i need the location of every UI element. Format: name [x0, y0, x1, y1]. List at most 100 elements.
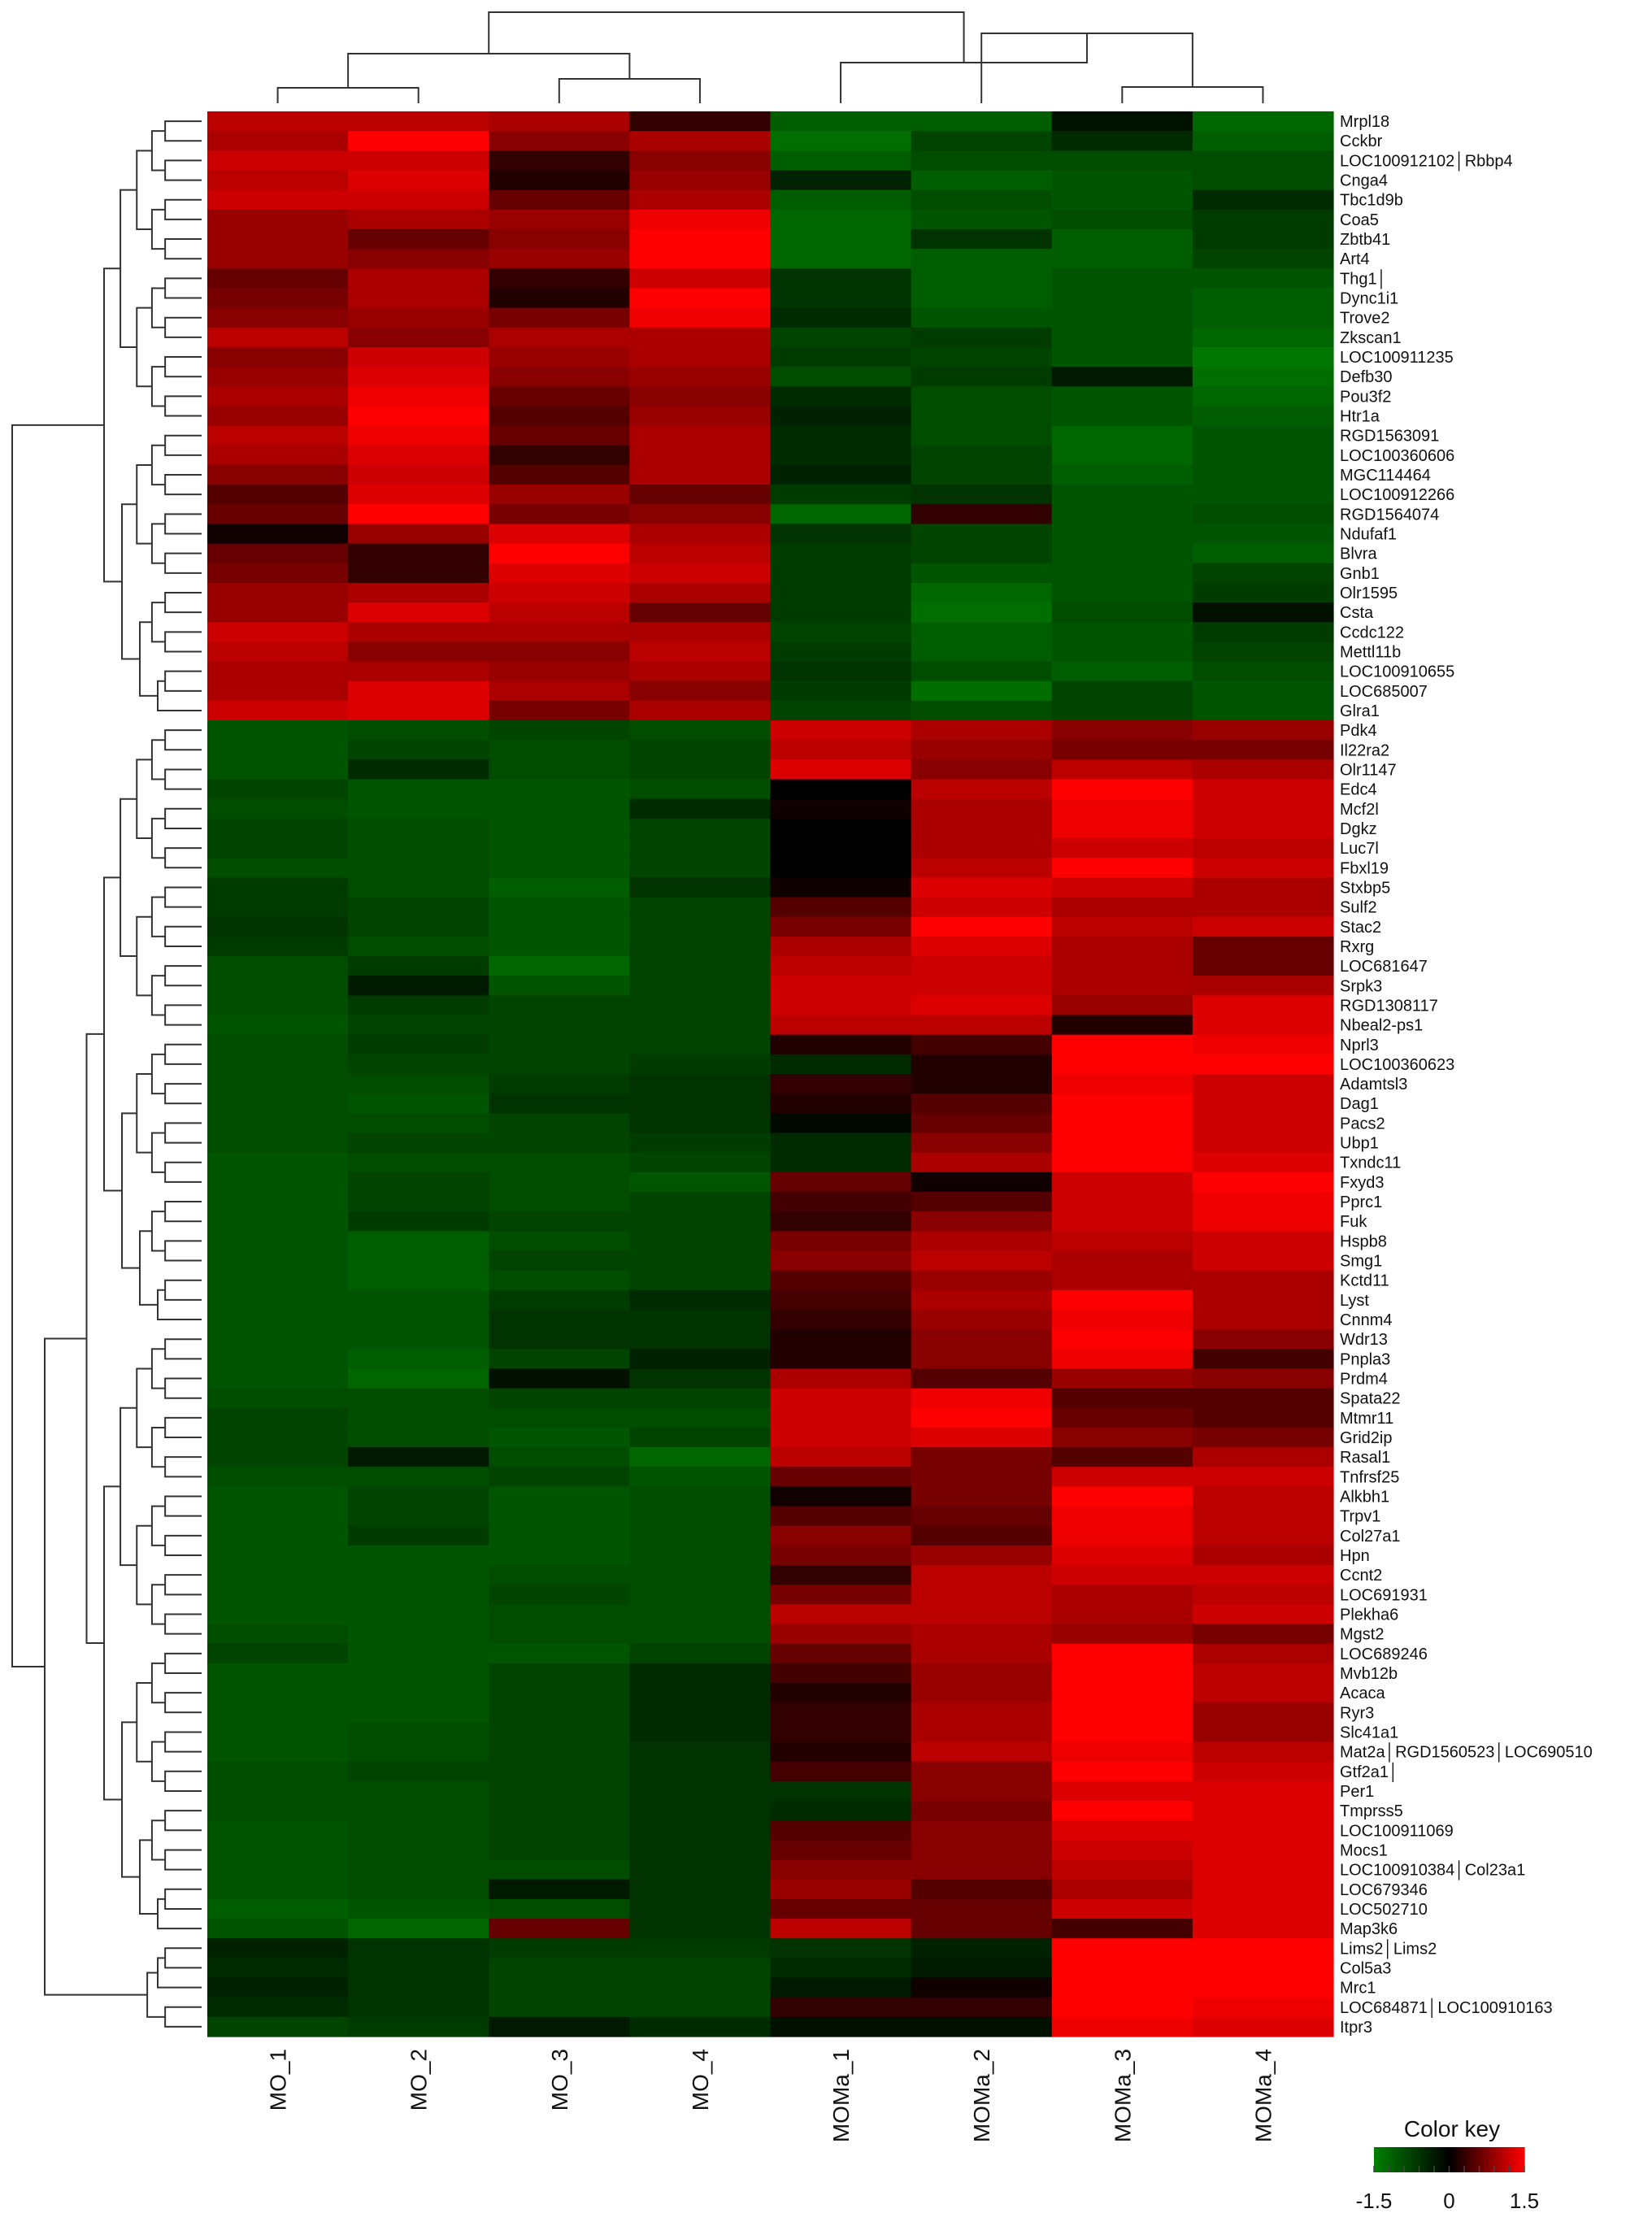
heatmap-cell: [348, 1938, 489, 1959]
heatmap-cell: [911, 838, 1053, 859]
heatmap-cell: [629, 1820, 772, 1841]
heatmap-cell: [1051, 1643, 1193, 1664]
heatmap-cell: [348, 1407, 489, 1428]
heatmap-cell: [489, 1427, 630, 1448]
heatmap-cell: [770, 976, 912, 996]
gene-label: LOC100911069: [1340, 1822, 1454, 1840]
heatmap-cell: [911, 602, 1053, 623]
heatmap-cell: [1051, 1898, 1193, 1919]
gene-label: Pacs2: [1340, 1115, 1385, 1133]
dendrogram-branch: [103, 267, 122, 583]
heatmap-cell: [1192, 1506, 1334, 1527]
heatmap-cell: [1051, 995, 1193, 1016]
heatmap-cell: [911, 524, 1053, 545]
heatmap-cell: [911, 111, 1053, 132]
heatmap-cell: [911, 1919, 1053, 1939]
heatmap-cell: [1051, 779, 1193, 800]
heatmap-cell: [348, 838, 489, 859]
color-key-swatch: [1439, 2147, 1442, 2172]
gene-label: Pprc1: [1340, 1193, 1382, 1211]
heatmap-cell: [629, 1015, 772, 1036]
gene-label: Olr1595: [1340, 585, 1398, 602]
heatmap-cell: [911, 1270, 1053, 1291]
heatmap-cell: [489, 1309, 630, 1330]
dendrogram-branch: [164, 1377, 202, 1399]
heatmap-cell: [629, 1977, 772, 1998]
heatmap-cell: [911, 1467, 1053, 1488]
heatmap-cell: [1051, 1624, 1193, 1645]
heatmap-cell: [489, 622, 630, 642]
heatmap-cell: [489, 1349, 630, 1370]
heatmap-cell: [489, 327, 630, 348]
heatmap-cell: [207, 1309, 349, 1330]
heatmap-cell: [207, 386, 349, 407]
heatmap-cell: [1051, 425, 1193, 446]
dendrogram-branch: [164, 1692, 202, 1714]
heatmap-cell: [207, 1938, 349, 1959]
heatmap-cell: [489, 288, 630, 309]
heatmap-cell: [348, 1054, 489, 1075]
dendrogram-branch: [164, 1888, 202, 1910]
heatmap-cell: [1192, 1859, 1334, 1880]
heatmap-cell: [1192, 1977, 1334, 1998]
heatmap-cell: [911, 622, 1053, 642]
gene-label: Txndc11: [1340, 1154, 1401, 1172]
gene-label: Dgkz: [1340, 820, 1377, 838]
dendrogram-branch: [103, 876, 122, 1192]
heatmap-cell: [911, 1093, 1053, 1114]
heatmap-cell: [348, 406, 489, 427]
heatmap-cell: [770, 1289, 912, 1311]
heatmap-cell: [629, 1702, 772, 1723]
heatmap-cell: [489, 1585, 630, 1605]
heatmap-cell: [348, 1977, 489, 1998]
heatmap-cell: [207, 995, 349, 1016]
heatmap-cell: [207, 1840, 349, 1861]
heatmap-cell: [207, 1093, 349, 1114]
heatmap-cell: [207, 1722, 349, 1743]
heatmap-cell: [1192, 1093, 1334, 1114]
heatmap-cell: [348, 1034, 489, 1055]
heatmap-cell: [207, 602, 349, 623]
heatmap-cell: [911, 1722, 1053, 1743]
heatmap-cell: [1192, 425, 1334, 446]
gene-label: Lims2│Lims2: [1340, 1938, 1437, 1959]
heatmap-cell: [207, 622, 349, 642]
heatmap-cell: [1192, 720, 1334, 741]
heatmap-cell: [489, 1231, 630, 1252]
heatmap-cell: [1192, 563, 1334, 584]
heatmap-cell: [348, 1486, 489, 1507]
dendrogram-branch: [139, 1839, 158, 1915]
gene-label: Mat2a│RGD1560523│LOC690510: [1340, 1742, 1593, 1763]
sample-label: MO_3: [547, 2049, 572, 2111]
gene-label: LOC689246: [1340, 1646, 1428, 1663]
heatmap-cell: [1051, 150, 1193, 172]
heatmap-cell: [629, 1191, 772, 1212]
gene-label: Mrpl18: [1340, 113, 1389, 131]
heatmap-cell: [1192, 1683, 1334, 1703]
heatmap-cell: [1051, 563, 1193, 584]
heatmap-cell: [911, 1683, 1053, 1703]
gene-label: Rasal1: [1340, 1449, 1390, 1467]
heatmap-cell: [1051, 1289, 1193, 1311]
heatmap-cell: [1192, 1113, 1334, 1134]
heatmap-cell: [489, 1074, 630, 1094]
gene-label: Hspb8: [1340, 1233, 1387, 1250]
heatmap-cell: [1192, 170, 1334, 191]
heatmap-cell: [207, 1643, 349, 1664]
heatmap-cell: [770, 1329, 912, 1350]
heatmap-cell: [911, 1152, 1053, 1173]
heatmap-cell: [1051, 1309, 1193, 1330]
dendrogram-branch: [85, 1033, 104, 1644]
dendrogram-branch: [164, 1731, 202, 1753]
heatmap-cell: [1192, 1919, 1334, 1939]
heatmap-cell: [1192, 1663, 1334, 1684]
heatmap-cell: [911, 720, 1053, 741]
heatmap-cell: [770, 189, 912, 211]
heatmap-cell: [629, 1525, 772, 1546]
heatmap-cell: [1051, 288, 1193, 309]
color-key-swatch: [1384, 2147, 1388, 2172]
gene-label: Tnfrsf25: [1340, 1468, 1399, 1486]
heatmap-cell: [1192, 1191, 1334, 1212]
heatmap-cell: [348, 680, 489, 702]
heatmap-cell: [489, 1054, 630, 1075]
